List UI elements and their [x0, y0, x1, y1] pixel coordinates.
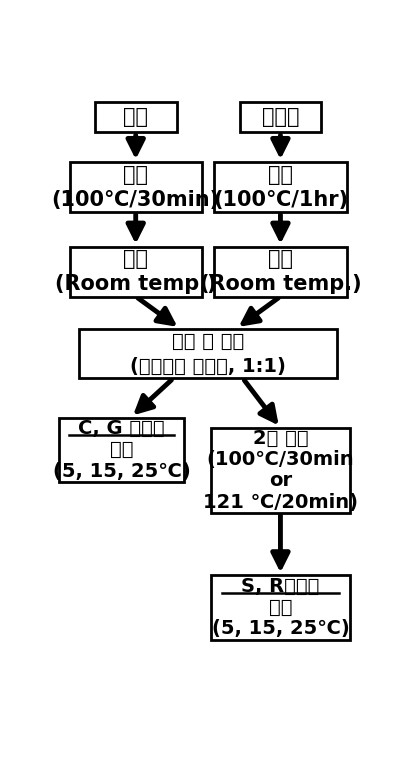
Text: 자숙: 자숙 [123, 164, 148, 185]
FancyBboxPatch shape [58, 418, 184, 482]
FancyBboxPatch shape [239, 102, 321, 133]
FancyBboxPatch shape [211, 575, 349, 640]
Text: 2차 살균: 2차 살균 [252, 429, 307, 448]
Text: (Room temp.): (Room temp.) [55, 274, 216, 294]
Text: (5, 15, 25℃): (5, 15, 25℃) [211, 619, 348, 638]
FancyBboxPatch shape [214, 162, 346, 212]
Text: S, R처리구: S, R처리구 [241, 577, 319, 596]
Text: C, G 처리구: C, G 처리구 [78, 419, 164, 438]
FancyBboxPatch shape [79, 329, 336, 378]
Text: 121 ℃/20min): 121 ℃/20min) [202, 493, 357, 512]
Text: 저장: 저장 [268, 598, 292, 617]
Text: 원료: 원료 [123, 107, 148, 127]
Text: (100℃/30min): (100℃/30min) [51, 190, 219, 210]
Text: (5, 15, 25℃): (5, 15, 25℃) [53, 462, 190, 481]
FancyBboxPatch shape [95, 102, 176, 133]
FancyBboxPatch shape [70, 247, 201, 296]
FancyBboxPatch shape [70, 162, 201, 212]
Text: 넓각: 넓각 [123, 249, 148, 270]
FancyBboxPatch shape [211, 428, 349, 512]
Text: 살균: 살균 [267, 164, 292, 185]
Text: (스탠드형 파우치, 1:1): (스탠드형 파우치, 1:1) [130, 356, 285, 375]
Text: (100℃/1hr): (100℃/1hr) [212, 190, 347, 210]
Text: (Room temp.): (Room temp.) [199, 274, 360, 294]
Text: 조미액: 조미액 [261, 107, 298, 127]
Text: 넓각: 넓각 [267, 249, 292, 270]
FancyBboxPatch shape [214, 247, 346, 296]
Text: or: or [268, 471, 291, 490]
Text: 저장: 저장 [109, 440, 133, 459]
Text: 충진 및 포장: 충진 및 포장 [172, 332, 243, 351]
Text: (100℃/30min: (100℃/30min [206, 450, 354, 469]
